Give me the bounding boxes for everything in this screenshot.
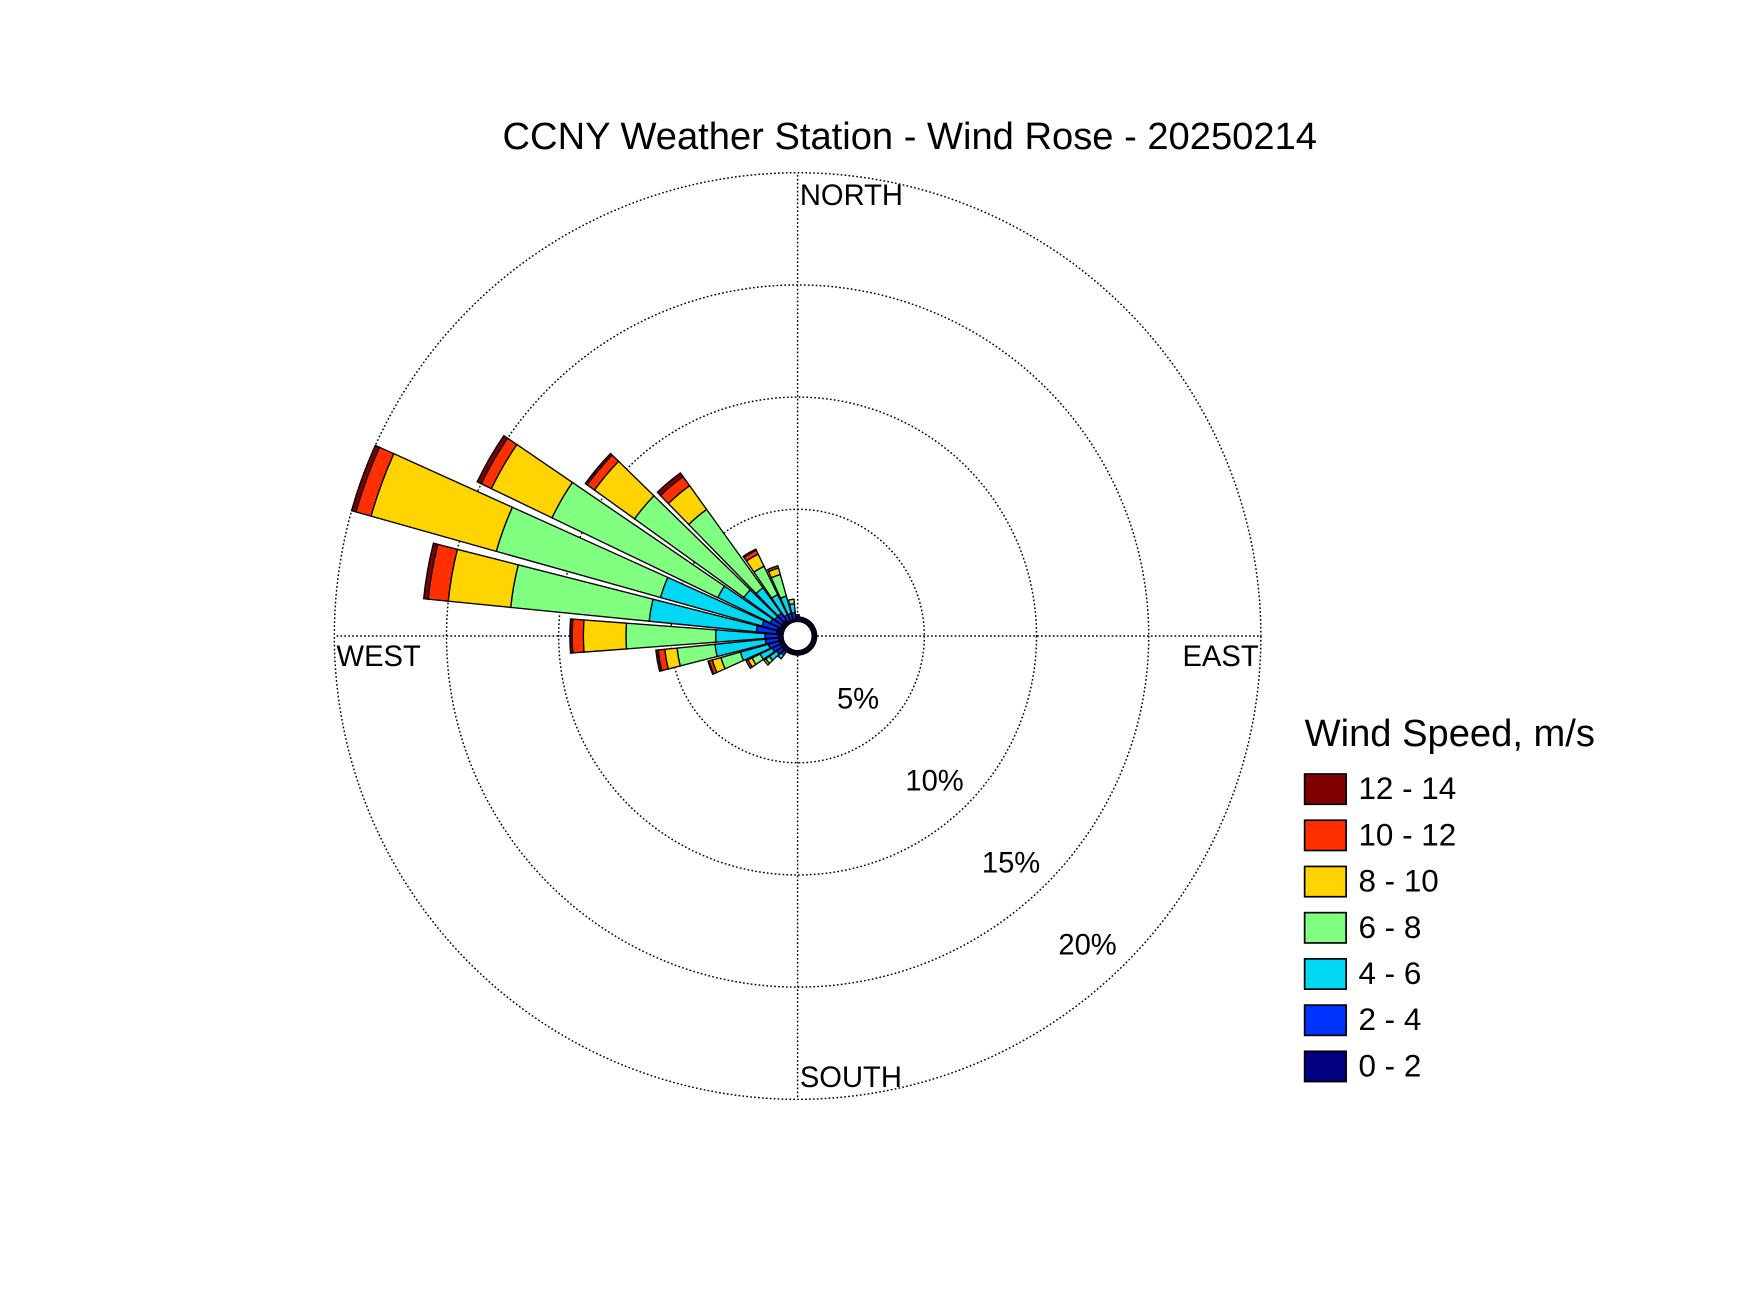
wind-sector [795, 653, 800, 656]
legend-label: 2 - 4 [1358, 1002, 1421, 1037]
legend-label: 6 - 8 [1358, 910, 1421, 945]
wind-sector [350, 444, 381, 513]
wind-sector [777, 651, 785, 660]
legend-label: 10 - 12 [1358, 817, 1456, 852]
legend-label: 12 - 14 [1358, 771, 1456, 806]
wind-sector [795, 614, 800, 618]
legend-label: 4 - 6 [1358, 956, 1421, 991]
wind-sector [655, 649, 663, 673]
r-tick-label: 20% [1058, 930, 1116, 962]
legend-title: Wind Speed, m/s [1305, 712, 1595, 755]
wind-sector [571, 618, 585, 654]
wind-sector [814, 633, 818, 639]
wind-sector [422, 542, 439, 600]
legend-swatch [1303, 773, 1347, 806]
wind-sector [813, 627, 817, 633]
legend-label: 0 - 2 [1358, 1048, 1421, 1083]
bars [350, 434, 818, 676]
wind-sector [476, 434, 509, 485]
wind-sector [569, 618, 574, 654]
r-tick-label: 15% [982, 848, 1040, 880]
legend-swatch [1303, 1004, 1347, 1037]
legend: 12 - 14 10 - 12 8 - 10 6 - 8 4 - 6 2 - 4 0 - 2 [1303, 771, 1456, 1083]
legend-swatch [1303, 865, 1347, 898]
legend-swatch [1303, 911, 1347, 944]
wind-sector [656, 472, 684, 497]
direction-label: EAST [1182, 641, 1258, 673]
legend-swatch [1303, 958, 1347, 990]
chart-title: CCNY Weather Station - Wind Rose - 20250… [503, 115, 1317, 158]
wind-sector [801, 651, 807, 656]
labels: 5% 10% 15% 20% NORTH EAST SOUTH WEST [337, 180, 1259, 1094]
direction-label: NORTH [800, 180, 903, 212]
wind-sector [707, 660, 715, 676]
calm-hole [782, 620, 813, 652]
r-tick-label: 5% [837, 684, 879, 716]
wind-sector [762, 657, 771, 666]
r-tick-label: 10% [905, 766, 963, 798]
direction-label: WEST [337, 641, 421, 673]
wind-sector [742, 548, 758, 559]
wind-sector [584, 452, 614, 486]
legend-label: 8 - 10 [1358, 864, 1438, 899]
wind-sector [582, 619, 628, 653]
grid-ring [557, 396, 1038, 876]
legend-swatch [1303, 1050, 1347, 1083]
wind-sector [814, 630, 818, 635]
wind-sector [766, 565, 780, 573]
wind-sector [745, 658, 754, 670]
direction-label: SOUTH [800, 1062, 902, 1094]
grid-ring [333, 172, 1262, 1101]
legend-swatch [1303, 819, 1347, 852]
wind-sector [798, 652, 804, 656]
wind-sector [787, 598, 796, 606]
